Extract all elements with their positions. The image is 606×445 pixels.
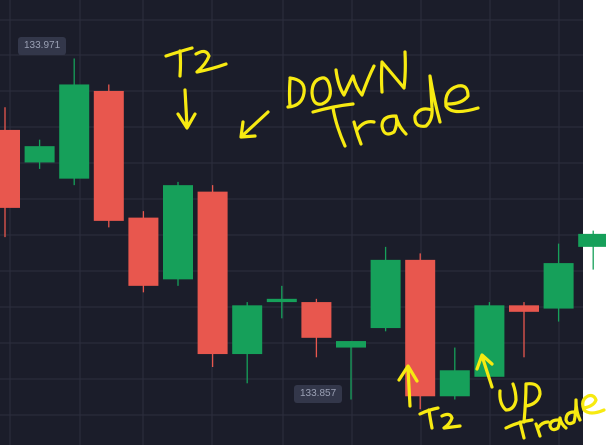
candle-body [509, 305, 539, 312]
candle-body [578, 233, 606, 247]
candle-body [232, 305, 263, 355]
annotation-trade-word [311, 74, 480, 148]
candle-down [301, 298, 332, 358]
candle-up [578, 230, 606, 270]
candle-up [543, 243, 574, 322]
candle-up [266, 285, 297, 319]
candle-up [439, 347, 470, 400]
candle-up [59, 58, 90, 186]
candle-body [543, 263, 574, 309]
candle-up [370, 246, 401, 332]
annotation-arrow-down-icon [176, 88, 197, 130]
annotation-down-word [286, 50, 407, 109]
candle-body [336, 341, 366, 348]
candle-up [163, 181, 193, 286]
candle-body [197, 191, 228, 355]
candle-body [405, 259, 436, 397]
annotation-arrow-up-right-icon [475, 353, 494, 389]
candle-body [24, 146, 55, 163]
candles [0, 58, 606, 410]
annotation-trade-word-small [504, 393, 606, 440]
candle-body [301, 302, 332, 338]
chart-background [0, 0, 583, 445]
price-label-bottom: 133.857 [294, 385, 343, 403]
candle-down [197, 185, 228, 368]
annotation-t2-top: T2 [164, 46, 228, 78]
candle-up [24, 139, 55, 169]
annotation-up-word [498, 382, 542, 424]
candle-up [232, 302, 263, 384]
candle-body [370, 259, 401, 329]
candle-down [128, 211, 159, 293]
annotation-arrow-diagonal-icon [239, 110, 270, 139]
candle-body [0, 129, 20, 208]
annotation-t2-bottom [418, 406, 462, 430]
candle-up [336, 341, 366, 400]
candle-down [509, 302, 539, 358]
candle-down [405, 253, 436, 410]
candle-body [266, 298, 297, 303]
candle-body [439, 370, 470, 397]
candle-body [93, 90, 124, 221]
annotation-arrow-up-left-icon [397, 364, 419, 408]
candle-down [0, 107, 20, 238]
candle-body [59, 84, 90, 179]
candle-down [93, 84, 124, 228]
price-label-top: 133.971 [18, 37, 67, 55]
candle-body [163, 185, 193, 280]
candle-body [128, 217, 159, 286]
